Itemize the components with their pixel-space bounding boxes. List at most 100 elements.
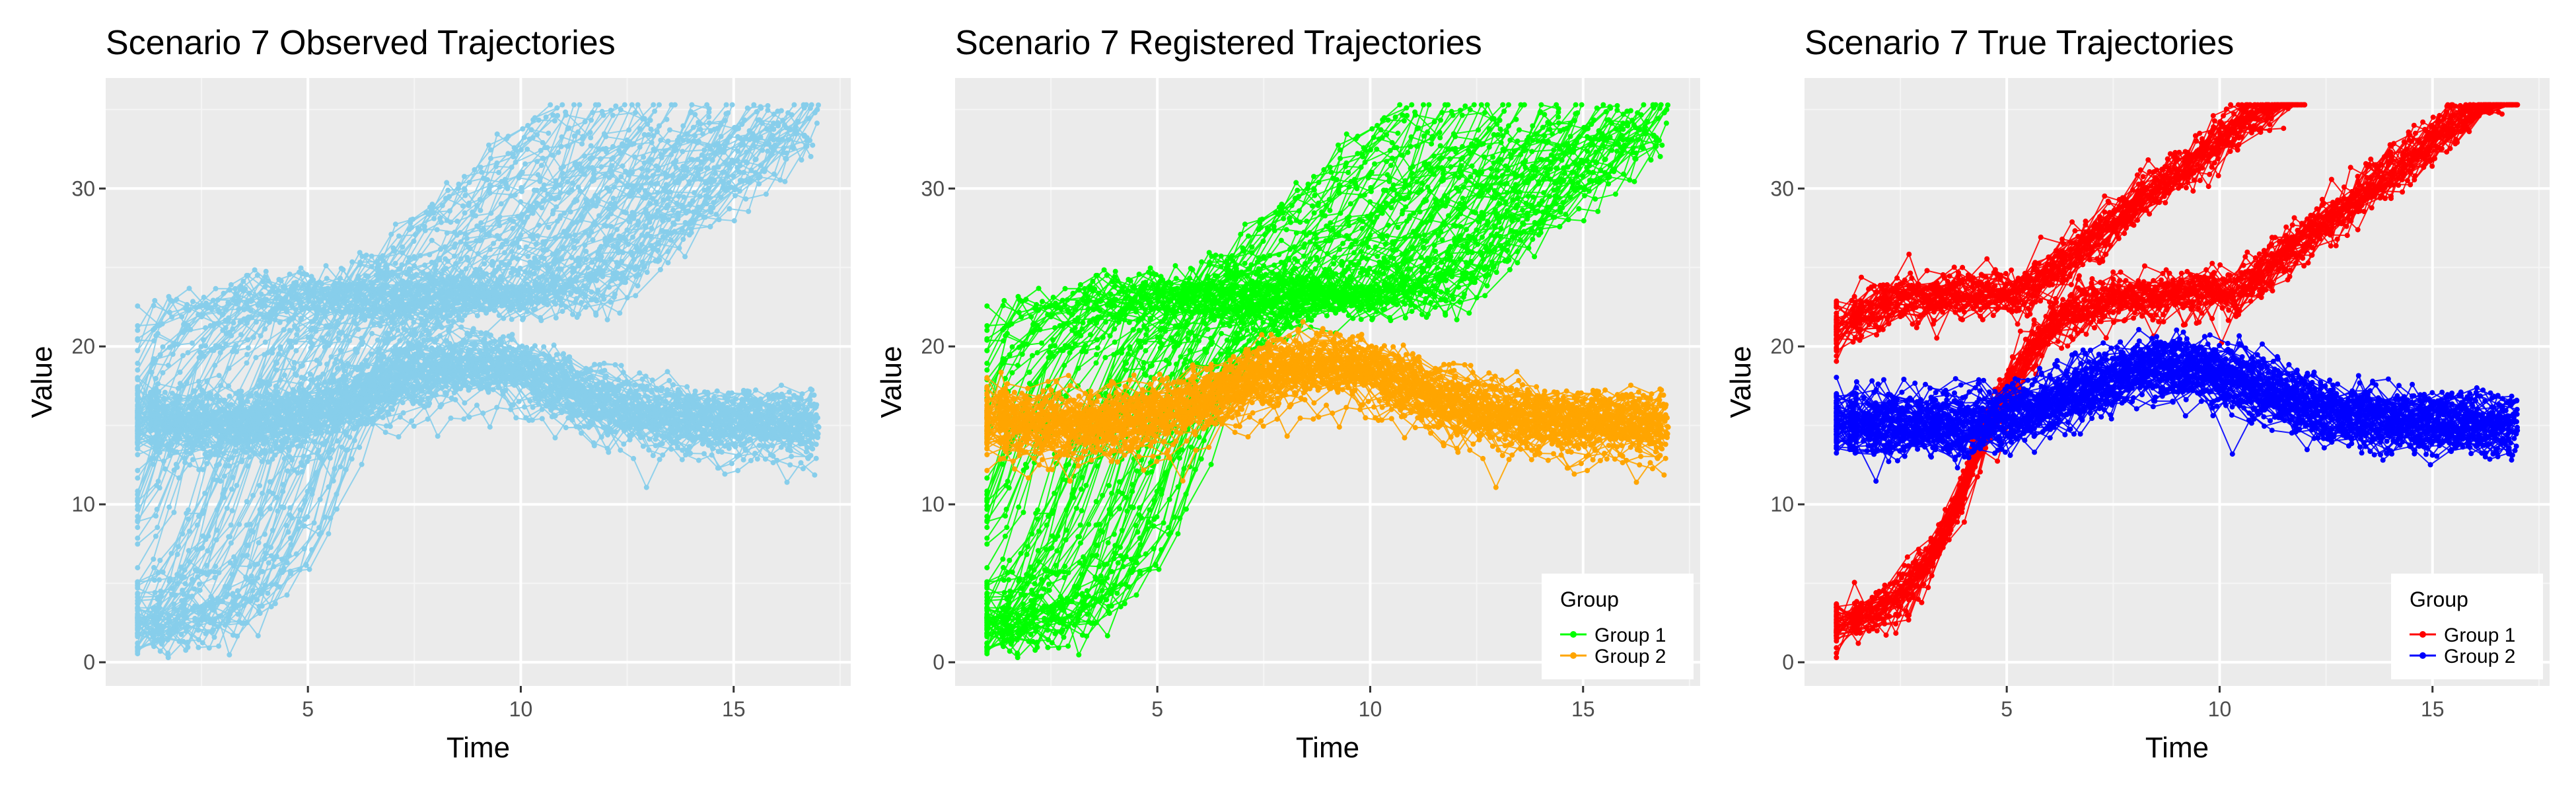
trajectory-point xyxy=(330,306,336,311)
trajectory-point xyxy=(439,324,445,330)
trajectory-point xyxy=(719,449,725,455)
trajectory-point xyxy=(474,402,480,408)
trajectory-point xyxy=(601,296,607,302)
trajectory-point xyxy=(427,209,433,215)
trajectory-point xyxy=(534,159,540,165)
trajectory-point xyxy=(595,251,601,257)
trajectory-point xyxy=(211,321,217,327)
trajectory-point xyxy=(641,160,647,166)
trajectory-point xyxy=(769,443,775,449)
trajectory-point xyxy=(560,176,566,182)
trajectory-point xyxy=(289,515,295,521)
trajectory-point xyxy=(262,531,268,537)
trajectory-point xyxy=(186,516,192,522)
trajectory-point xyxy=(369,330,375,336)
trajectory-point xyxy=(400,410,406,416)
trajectory-point xyxy=(643,484,649,490)
trajectory-point xyxy=(515,213,520,219)
trajectory-point xyxy=(722,118,728,124)
trajectory-point xyxy=(755,117,761,123)
trajectory-point xyxy=(262,339,268,345)
trajectory-point xyxy=(334,295,340,301)
trajectory-point xyxy=(498,201,504,207)
trajectory-point xyxy=(256,609,262,614)
trajectory-point xyxy=(808,445,814,451)
trajectory-point xyxy=(317,496,323,502)
trajectory-point xyxy=(311,286,317,291)
trajectory-point xyxy=(496,219,502,225)
trajectory-point xyxy=(459,306,465,312)
trajectory-point xyxy=(505,284,511,290)
trajectory-point xyxy=(151,556,157,562)
trajectory-point xyxy=(306,566,312,572)
trajectory-point xyxy=(613,103,619,109)
trajectory-point xyxy=(683,173,689,179)
trajectory-point xyxy=(496,170,502,175)
trajectory-point xyxy=(462,174,467,180)
trajectory-point xyxy=(645,132,651,137)
trajectory-point xyxy=(380,258,386,264)
trajectory-point xyxy=(383,423,389,429)
trajectory-point xyxy=(546,225,552,230)
trajectory-point xyxy=(525,253,531,259)
trajectory-point xyxy=(715,164,721,170)
trajectory-point xyxy=(622,102,627,108)
trajectory-point xyxy=(224,506,230,511)
trajectory-point xyxy=(404,313,410,319)
trajectory-point xyxy=(524,146,530,152)
trajectory-point xyxy=(558,266,564,272)
trajectory-point xyxy=(532,306,538,312)
trajectory-point xyxy=(215,297,221,303)
trajectory-point xyxy=(657,102,662,108)
trajectory-point xyxy=(698,166,704,172)
trajectory-point xyxy=(135,541,141,547)
trajectory-point xyxy=(592,221,598,227)
trajectory-point xyxy=(541,300,547,306)
trajectory-point xyxy=(256,603,262,609)
trajectory-point xyxy=(518,199,524,205)
trajectory-point xyxy=(135,618,141,623)
trajectory-point xyxy=(226,463,232,469)
trajectory-point xyxy=(729,102,735,108)
trajectory-point xyxy=(729,461,734,467)
trajectory-point xyxy=(594,298,600,304)
trajectory-point xyxy=(741,169,747,175)
trajectory-point xyxy=(604,445,610,451)
trajectory-point xyxy=(783,125,789,131)
trajectory-point xyxy=(186,285,192,291)
trajectory-point xyxy=(731,218,737,224)
trajectory-point xyxy=(234,633,240,639)
trajectory-point xyxy=(286,319,292,324)
trajectory-point xyxy=(681,167,687,173)
trajectory-point xyxy=(540,239,546,245)
trajectory-point xyxy=(570,270,576,276)
trajectory-point xyxy=(693,165,699,170)
trajectory-point xyxy=(284,592,290,598)
chart-title: Scenario 7 Observed Trajectories xyxy=(106,24,616,62)
trajectory-point xyxy=(688,109,694,115)
trajectory-point xyxy=(265,590,271,596)
trajectory-point xyxy=(497,184,503,190)
trajectory-point xyxy=(571,102,577,108)
trajectory-point xyxy=(160,569,166,575)
trajectory-point xyxy=(204,562,210,568)
trajectory-point xyxy=(519,188,524,194)
trajectory-point xyxy=(315,375,320,381)
trajectory-point xyxy=(631,141,637,147)
trajectory-point xyxy=(649,157,655,163)
trajectory-point xyxy=(171,606,177,612)
trajectory-point xyxy=(643,393,649,399)
trajectory-point xyxy=(371,321,376,327)
trajectory-point xyxy=(655,180,661,186)
trajectory-point xyxy=(567,209,573,215)
trajectory-point xyxy=(661,186,667,192)
trajectory-point xyxy=(706,114,712,120)
trajectory-point xyxy=(692,138,698,144)
trajectory-point xyxy=(735,468,741,474)
trajectory-point xyxy=(219,598,224,604)
trajectory-point xyxy=(466,202,472,208)
trajectory-point xyxy=(485,389,491,395)
trajectory-point xyxy=(452,245,457,250)
trajectory-point xyxy=(629,170,635,176)
trajectory-point xyxy=(554,105,560,111)
